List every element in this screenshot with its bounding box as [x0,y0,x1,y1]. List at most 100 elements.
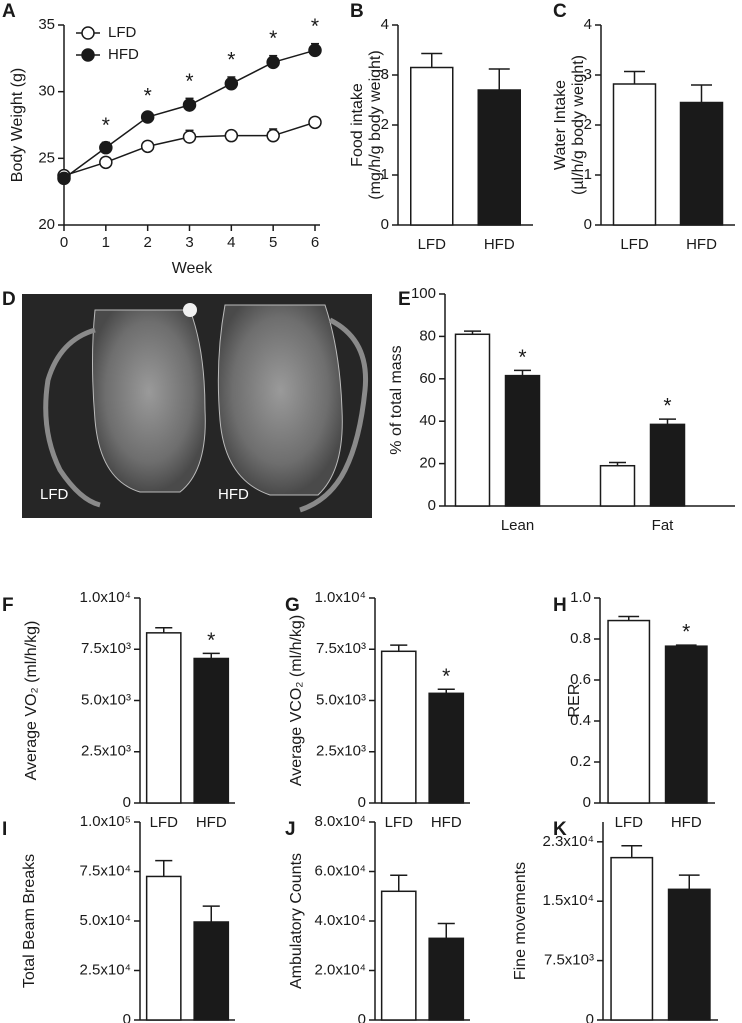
panel-label: F [2,595,14,616]
bar [667,888,711,1021]
significance: * [311,15,319,38]
bar [612,83,657,226]
x-tick-label: 5 [269,234,277,251]
y-axis-label: (mg/h/g body weight) [367,50,384,199]
bar [193,921,230,1021]
y-tick-label: 2.5x10³ [316,743,366,760]
y-tick-label: 0 [583,794,591,811]
x-tick-label: HFD [671,814,702,831]
y-tick-label: 1.0x10⁴ [80,589,131,606]
point [182,130,197,144]
bar [380,890,417,1021]
significance: * [518,346,526,369]
y-tick-label: 2.3x10⁴ [543,833,594,850]
y-tick-label: 0.8 [570,630,591,647]
x-tick-label: LFD [150,814,179,831]
point [99,155,113,170]
y-tick-label: 7.5x10³ [81,640,131,657]
x-tick-label: HFD [431,814,462,831]
significance: * [663,395,671,418]
bar [145,875,182,1021]
legend-marker [81,48,95,62]
x-tick-label: HFD [484,236,515,253]
y-tick-label: 30 [38,83,55,100]
y-tick-label: 4 [381,16,389,33]
bar [664,645,708,804]
y-axis-label: Water Intake [552,80,569,170]
x-tick-label: LFD [620,236,649,253]
significance: * [442,665,450,688]
mouse-image [22,294,372,518]
y-tick-label: 60 [419,370,436,387]
panel-label: I [2,819,7,840]
y-tick-label: 0 [358,794,366,811]
y-tick-label: 7.5x10³ [544,952,594,969]
legend-label: LFD [108,24,137,41]
point [266,55,280,70]
x-tick-label: 3 [185,234,193,251]
panel-label: E [398,289,411,310]
y-axis-label: Total Beam Breaks [21,854,38,988]
y-tick-label: 3 [381,66,389,83]
y-tick-label: 0 [123,1011,131,1023]
image-label: HFD [218,486,249,503]
x-axis-label: Week [172,260,214,277]
y-tick-label: 4.0x10⁴ [315,912,366,929]
bar [607,619,651,804]
x-tick-label: Lean [501,517,534,534]
significance: * [102,114,110,137]
panel-label: G [285,595,300,616]
significance: * [144,85,152,108]
significance: * [185,70,193,93]
y-tick-label: 1 [584,166,592,183]
bar [410,66,454,226]
bar [428,937,465,1021]
x-tick-label: LFD [385,814,414,831]
panel-label: J [285,819,296,840]
point [140,139,155,154]
y-tick-label: 2.0x10⁴ [315,961,366,978]
x-tick-label: 6 [311,234,319,251]
y-axis-label: (µl/h/g body weight) [570,55,587,195]
panel-label: K [553,819,567,840]
y-axis-label: Body Weight (g) [9,68,26,182]
point [99,140,113,155]
x-tick-label: LFD [615,814,644,831]
y-tick-label: 0.4 [570,712,591,729]
y-axis-label: Fine movements [512,862,529,980]
point [308,115,322,130]
x-tick-label: 0 [60,234,68,251]
point [308,43,322,58]
bar [477,89,521,226]
y-tick-label: 40 [419,412,436,429]
x-tick-label: 4 [227,234,235,251]
y-tick-label: 1.5x10⁴ [543,892,594,909]
panel-label: C [553,1,567,22]
x-tick-label: 1 [102,234,110,251]
y-tick-label: 0.2 [570,753,591,770]
bar [428,692,465,804]
point [224,128,239,143]
y-tick-label: 0 [358,1011,366,1023]
y-tick-label: 3 [584,66,592,83]
legend-label: HFD [108,46,139,63]
y-tick-label: 0 [381,216,389,233]
significance: * [207,629,215,652]
y-tick-label: 0 [428,497,436,514]
y-axis-label: Food intake [349,83,366,167]
panel-label: A [2,1,16,22]
y-tick-label: 2.5x10⁴ [80,961,131,978]
panel-label: B [350,1,364,22]
y-tick-label: 0 [123,794,131,811]
bar [454,333,491,507]
image-label: LFD [40,486,69,503]
bar [649,423,686,507]
y-tick-label: 7.5x10⁴ [80,862,131,879]
bar [679,101,724,226]
x-tick-label: HFD [196,814,227,831]
y-tick-label: 8.0x10⁴ [315,813,366,830]
y-tick-label: 6.0x10⁴ [315,862,366,879]
y-tick-label: 1 [381,166,389,183]
bar [145,632,182,804]
